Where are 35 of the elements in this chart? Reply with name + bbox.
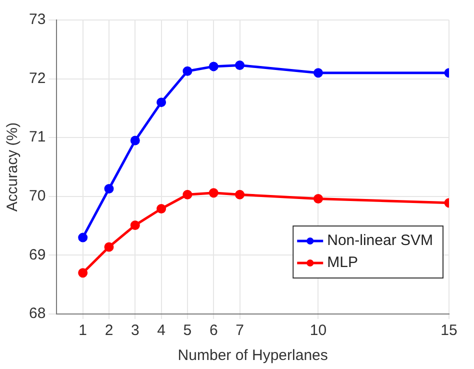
y-tick-label: 71 (28, 128, 46, 146)
point (235, 190, 245, 200)
x-tick-label: 3 (130, 322, 140, 340)
x-tick-label: 5 (183, 322, 192, 340)
legend-label: Non-linear SVM (327, 232, 434, 250)
y-tick-label: 73 (28, 11, 46, 28)
point (313, 194, 323, 204)
x-tick-label: 15 (440, 322, 458, 340)
x-tick-label: 4 (157, 322, 166, 340)
x-tick-label: 10 (310, 322, 327, 340)
point (156, 98, 166, 108)
y-tick-label: 68 (28, 305, 46, 322)
y-tick-label: 70 (28, 188, 46, 205)
x-axis-title: Number of Hyperlanes (178, 347, 328, 364)
point (78, 268, 88, 278)
x-tick-label: 1 (78, 322, 88, 340)
point (130, 220, 140, 230)
point (182, 66, 192, 76)
point (313, 68, 323, 78)
x-tick-label: 7 (236, 322, 244, 340)
y-tick-label: 72 (28, 70, 46, 87)
point (104, 242, 114, 252)
point (104, 184, 114, 194)
point (130, 136, 140, 146)
x-tick-label: 2 (104, 322, 114, 340)
point (78, 232, 88, 242)
y-axis-title: Accuracy (%) (4, 122, 22, 212)
legend-label: MLP (327, 254, 358, 272)
point (182, 190, 192, 200)
point (156, 204, 166, 214)
y-tick-label: 69 (28, 246, 46, 264)
point (208, 188, 218, 198)
point (208, 62, 218, 72)
x-tick-label: 6 (209, 322, 218, 340)
point (235, 60, 245, 70)
